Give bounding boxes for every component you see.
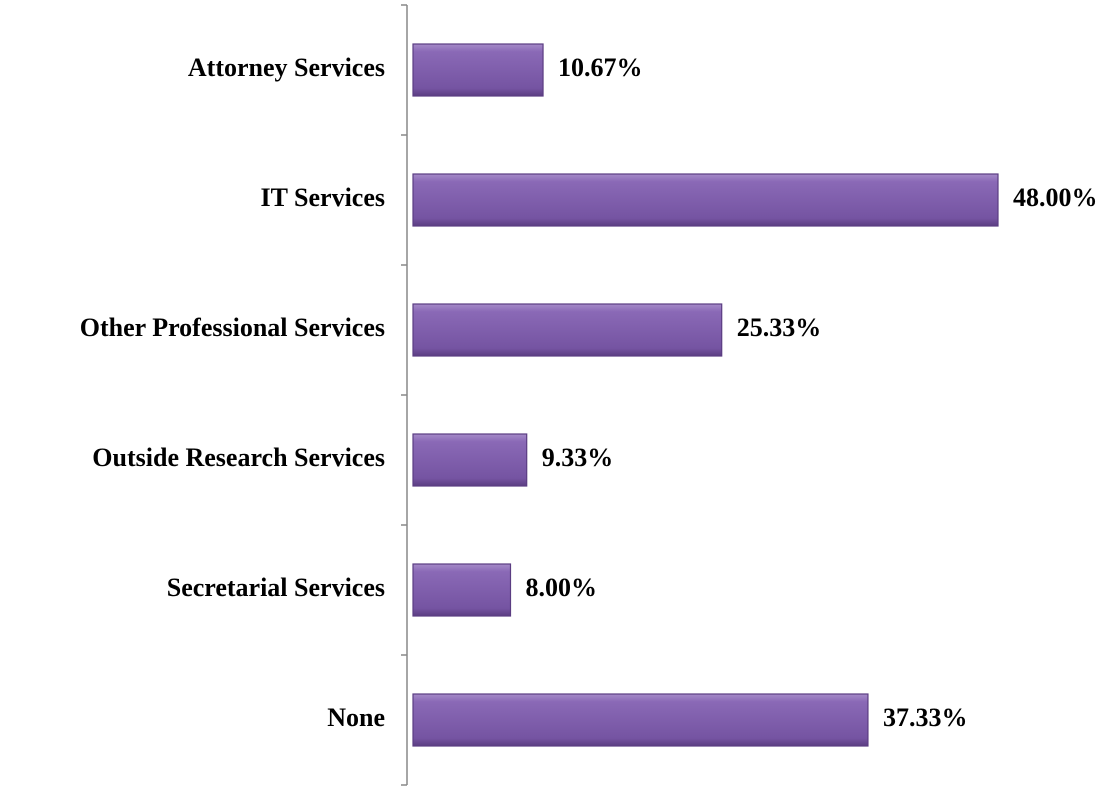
bar — [412, 173, 999, 227]
category-label: None — [327, 703, 385, 732]
value-label: 25.33% — [737, 313, 822, 342]
bar — [412, 433, 528, 487]
value-label: 48.00% — [1013, 183, 1098, 212]
bar — [412, 563, 512, 617]
value-label: 10.67% — [558, 53, 643, 82]
category-label: Attorney Services — [188, 53, 385, 82]
value-label: 37.33% — [883, 703, 968, 732]
category-label: Outside Research Services — [92, 443, 385, 472]
value-label: 9.33% — [542, 443, 614, 472]
value-label: 8.00% — [526, 573, 598, 602]
bar — [412, 43, 544, 97]
category-label: Other Professional Services — [80, 313, 385, 342]
category-label: Secretarial Services — [167, 573, 385, 602]
bar — [412, 693, 869, 747]
category-label: IT Services — [261, 183, 385, 212]
bar — [412, 303, 723, 357]
